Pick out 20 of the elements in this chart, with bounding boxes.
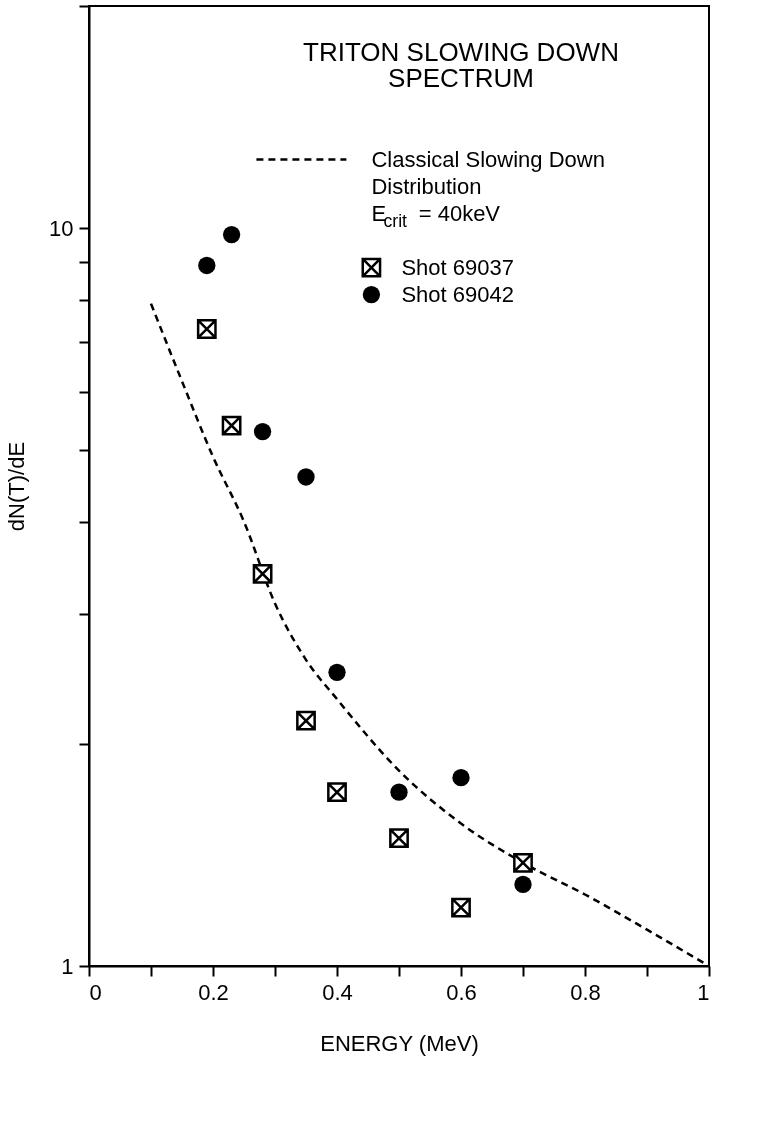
x-tick-label: 0.4	[322, 979, 353, 1005]
x-tick-label: 0.6	[446, 979, 477, 1005]
point	[514, 875, 532, 894]
legend-label: Shot 69042	[401, 281, 514, 307]
point	[253, 422, 272, 441]
x-tick-label: 0.2	[198, 979, 229, 1005]
point	[297, 468, 315, 486]
x-tick-label: 0.8	[570, 979, 601, 1005]
point	[390, 783, 408, 801]
x-tick-label: 0	[89, 979, 102, 1005]
x-axis-title: ENERGY (MeV)	[320, 1030, 479, 1056]
point	[198, 256, 216, 275]
x-tick-label: 1	[697, 979, 710, 1005]
point	[222, 225, 241, 244]
legend-label: Shot 69037	[401, 254, 514, 280]
y-tick-label: 10	[49, 215, 74, 241]
text: TRITON SLOWING DOWN SPECTRUM	[303, 36, 619, 93]
point	[328, 663, 346, 682]
point	[452, 769, 470, 787]
y-axis-title: dN(T)/dE	[4, 441, 30, 532]
